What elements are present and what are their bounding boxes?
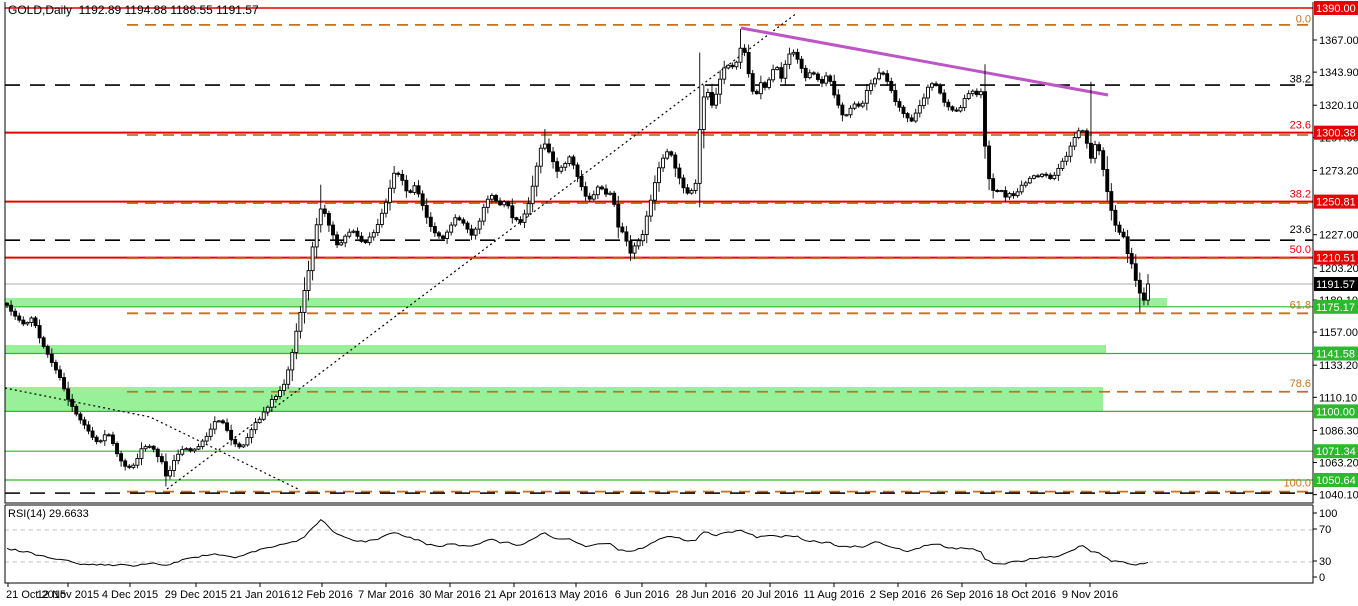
date-label: 20 Jul 2016 (742, 589, 799, 601)
supply-band[interactable] (5, 387, 1103, 412)
price-badge-label: 1390.00 (1316, 3, 1356, 15)
date-label: 2 Sep 2016 (870, 589, 926, 601)
candle-series (5, 28, 1150, 487)
date-label: 7 Mar 2016 (358, 589, 414, 601)
price-tick-label: 1367.00 (1319, 35, 1358, 47)
date-label: 28 Jun 2016 (676, 589, 737, 601)
date-label: 30 Mar 2016 (419, 589, 481, 601)
price-tick-label: 1086.30 (1319, 425, 1358, 437)
price-badge (1314, 125, 1358, 140)
price-badge (1314, 444, 1358, 459)
price-badge-label: 1141.58 (1316, 349, 1355, 361)
price-tick-label: 1203.20 (1319, 263, 1358, 275)
price-tick-label: 1040.10 (1319, 490, 1358, 502)
main-panel-border (4, 2, 1314, 504)
date-label: 13 May 2016 (544, 589, 608, 601)
supply-band[interactable] (5, 297, 1167, 307)
fib-level-label: 23.6 (1290, 120, 1311, 132)
supply-band[interactable] (5, 345, 1106, 354)
price-tick-label: 1343.90 (1319, 67, 1358, 79)
date-label: 26 Sep 2016 (931, 589, 993, 601)
date-label: 21 Jan 2016 (230, 589, 291, 601)
fib-level-label: 23.6 (1290, 224, 1311, 236)
price-tick-label: 1273.20 (1319, 165, 1358, 177)
date-label: 12 Feb 2016 (291, 589, 353, 601)
main-price-panel[interactable] (5, 7, 1313, 494)
price-badge-label: 1210.51 (1316, 253, 1356, 265)
price-badge-label: 1300.38 (1316, 128, 1356, 140)
rsi-tick-label: 100 (1319, 508, 1337, 520)
price-tick-label: 1157.00 (1319, 327, 1358, 339)
price-tick-label: 1320.10 (1319, 100, 1358, 112)
fib-level-label: 38.2 (1290, 188, 1311, 200)
rsi-tick-label: 30 (1319, 556, 1331, 568)
fib-level-label: 50.0 (1290, 244, 1311, 256)
symbol-title: GOLD,Daily 1192.89 1194.88 1188.55 1191.… (8, 3, 259, 17)
price-tick-label: 1063.20 (1319, 458, 1358, 470)
date-label: 12 Nov 2015 (37, 589, 99, 601)
fib-level-label: 38.2 (1290, 74, 1311, 86)
price-badge (1314, 250, 1358, 265)
date-label: 11 Aug 2016 (804, 589, 865, 601)
price-badge-label: 1050.64 (1316, 475, 1356, 487)
price-badge-label: 1100.00 (1316, 406, 1355, 418)
fib-level-label: 100.0 (1283, 478, 1311, 490)
price-badge (1314, 276, 1358, 291)
fib-level-label: 78.6 (1290, 378, 1311, 390)
date-label: 4 Dec 2015 (102, 589, 158, 601)
price-badge-label: 1071.34 (1316, 446, 1356, 458)
rsi-indicator-label: RSI(14) 29.6633 (8, 508, 89, 520)
rsi-tick-label: 0 (1319, 572, 1325, 584)
date-label: 21 Oct 2015 (6, 589, 66, 601)
price-tick-label: 1227.00 (1319, 230, 1358, 242)
rsi-line (6, 519, 1149, 567)
date-label: 18 Oct 2016 (996, 589, 1056, 601)
price-badge (1314, 1, 1358, 16)
trendline-purple[interactable] (740, 26, 1109, 97)
rsi-panel-border (4, 505, 1314, 584)
date-label: 29 Dec 2015 (165, 589, 227, 601)
fib-level-label: 0.0 (1296, 13, 1311, 25)
rsi-panel[interactable] (5, 519, 1313, 567)
rsi-tick-label: 70 (1319, 524, 1331, 536)
price-badge (1314, 194, 1358, 209)
price-tick-label: 1110.10 (1319, 392, 1357, 404)
date-label: 6 Jun 2016 (615, 589, 669, 601)
price-tick-label: 1133.20 (1319, 360, 1358, 372)
date-label: 9 Nov 2016 (1062, 589, 1118, 601)
date-label: 21 Apr 2016 (484, 589, 543, 601)
price-badge-label: 1250.81 (1316, 197, 1356, 209)
price-badge (1314, 346, 1358, 361)
price-badge (1314, 404, 1358, 419)
price-badge (1314, 473, 1358, 487)
price-badge-label: 1191.57 (1316, 279, 1355, 291)
price-badge-label: 1175.17 (1316, 302, 1355, 314)
price-badge (1314, 299, 1358, 314)
fib-level-label: 61.8 (1290, 300, 1311, 312)
